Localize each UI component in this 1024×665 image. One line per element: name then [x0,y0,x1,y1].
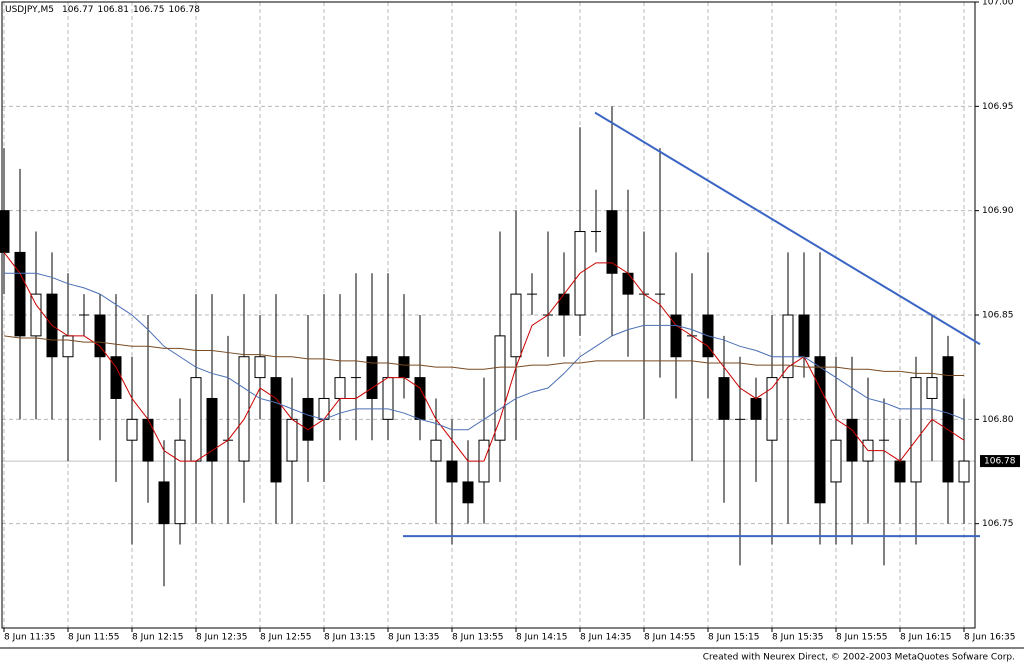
header-text: 106.81 [97,5,129,15]
current-price-label: 106.78 [984,457,1016,467]
x-tick-label: 8 Jun 13:35 [388,633,439,643]
y-tick-label: 107.00 [982,0,1014,8]
candle-body [238,356,250,462]
header-text: USDJPY,M5 [5,5,54,15]
plot-area [0,1,975,628]
x-tick-label: 8 Jun 14:15 [516,633,567,643]
candle-body [414,377,426,420]
candle-body [846,418,858,462]
candle-body [622,272,634,295]
candle-body [942,356,954,483]
header-text: 106.78 [168,5,200,15]
candle-body [302,397,314,441]
candle-body [462,481,474,504]
candle-body [766,377,778,441]
candle-body [510,293,522,358]
y-tick-label: 106.95 [982,102,1014,112]
candle-body [318,397,330,420]
candle-body [206,397,218,462]
y-tick-label: 106.85 [982,311,1014,321]
candle-body [0,210,10,253]
x-tick-label: 8 Jun 15:55 [836,633,887,643]
candle-body [126,418,138,441]
candle-body [94,314,106,358]
candle-body [494,335,506,441]
candle-body [30,293,42,337]
moving-average [3,335,964,377]
candle-body [382,377,394,420]
x-tick-label: 8 Jun 13:55 [452,633,503,643]
candle-body [926,377,938,399]
header-text: 106.77 [62,5,94,15]
y-tick-label: 106.75 [982,519,1014,529]
x-tick-label: 8 Jun 16:35 [964,633,1015,643]
candle-body [254,356,266,379]
candle-body [14,251,26,337]
candle-body [558,293,570,316]
candle-body [814,356,826,504]
candle-body [174,439,186,525]
candle-body [718,377,730,420]
candle-body [894,460,906,483]
footer: Created with Neurex Direct, © 2002-2003 … [703,653,1015,663]
x-tick-label: 8 Jun 14:35 [580,633,631,643]
candle-body [910,377,922,483]
x-tick-label: 8 Jun 11:55 [68,633,119,643]
candle-body [830,439,842,483]
header-text: 106.75 [133,5,165,15]
candle-body [190,377,202,462]
candle-body [782,314,794,379]
x-tick-label: 8 Jun 13:15 [324,633,375,643]
candle-body [334,377,346,399]
x-tick-label: 8 Jun 15:15 [708,633,759,643]
candle-body [798,314,810,358]
trendline [594,111,981,346]
candle-body [286,418,298,462]
candle-body [270,377,282,483]
y-tick-label: 106.80 [982,415,1014,425]
candle-body [366,356,378,399]
candle-body [446,460,458,483]
candle-body [670,314,682,358]
x-tick-label: 8 Jun 14:55 [644,633,695,643]
candle-body [750,397,762,420]
candle-body [62,335,74,358]
x-tick-label: 8 Jun 12:15 [132,633,183,643]
chart-header: USDJPY,M5 106.77 106.81 106.75 106.78 [5,5,200,15]
candle-body [958,460,970,483]
candle-body [606,210,618,274]
x-tick-label: 8 Jun 11:35 [4,633,55,643]
x-tick-label: 8 Jun 12:55 [260,633,311,643]
candle-body [158,481,170,525]
current-price-box [980,455,1020,468]
x-tick-label: 8 Jun 15:35 [772,633,823,643]
y-tick-label: 106.90 [982,206,1014,216]
moving-average [4,272,965,431]
x-tick-label: 8 Jun 16:15 [900,633,951,643]
x-tick-label: 8 Jun 12:35 [196,633,247,643]
candle-body [398,356,410,379]
candle-body [430,439,442,462]
